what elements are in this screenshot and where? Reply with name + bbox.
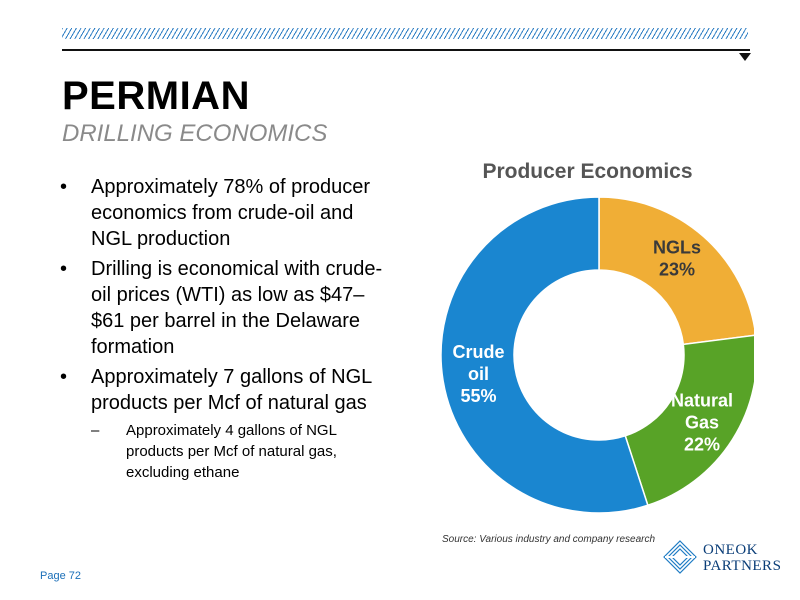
bullet-text: Drilling is economical with crude-oil pr… — [91, 258, 383, 358]
sub-bullet-item: – Approximately 4 gallons of NGL product… — [60, 420, 396, 483]
bullet-dot-icon: • — [60, 258, 68, 280]
bullet-list: • Approximately 78% of producer economic… — [60, 174, 390, 483]
triangle-down-icon — [739, 53, 751, 61]
bullet-item: • Approximately 7 gallons of NGL product… — [60, 364, 390, 416]
slice-natural-gas — [624, 334, 754, 507]
slice-value-label: 55% — [460, 386, 496, 406]
page-title: PERMIAN — [62, 74, 250, 118]
bullet-item: • Drilling is economical with crude-oil … — [60, 256, 390, 360]
slice-category-label: NGLs — [653, 237, 701, 257]
logo-line-2: PARTNERS — [703, 558, 782, 574]
bullet-text: Approximately 78% of producer economics … — [91, 176, 371, 250]
slice-value-label: 22% — [684, 434, 720, 454]
slice-ngls — [598, 196, 754, 346]
dash-icon: – — [91, 422, 100, 439]
header-hatch-band — [62, 28, 748, 39]
page-number: Page 72 — [40, 570, 81, 582]
sub-bullet-text: Approximately 4 gallons of NGL products … — [126, 422, 337, 481]
slice-crude-oil — [440, 196, 649, 514]
bullet-item: • Approximately 78% of producer economic… — [60, 174, 390, 252]
bullet-dot-icon: • — [60, 176, 68, 198]
logo-text: ONEOK PARTNERS — [703, 542, 781, 574]
slice-category-label: Gas — [685, 412, 719, 432]
bullet-text: Approximately 7 gallons of NGL products … — [91, 366, 372, 414]
source-note: Source: Various industry and company res… — [442, 534, 656, 545]
header-rule — [62, 49, 750, 51]
slice-value-label: 23% — [659, 259, 695, 279]
bullet-dot-icon: • — [60, 366, 68, 388]
chart-title: Producer Economics — [482, 160, 693, 183]
slice-category-label: Crude — [452, 342, 504, 362]
logo-line-1: ONEOK — [703, 542, 758, 558]
logo-diamond-icon — [663, 540, 697, 574]
slice-category-label: Natural — [671, 390, 733, 410]
company-logo: ONEOK PARTNERS — [663, 538, 783, 578]
page-subtitle: DRILLING ECONOMICS — [62, 120, 328, 147]
slice-category-label: oil — [468, 364, 489, 384]
